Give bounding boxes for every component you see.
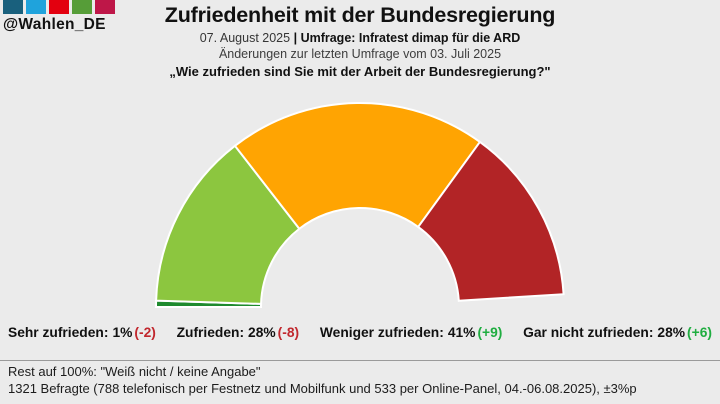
- brand-handle: @Wahlen_DE: [3, 16, 106, 33]
- gauge-segment-4: [416, 140, 565, 302]
- footer-rest-note: Rest auf 100%: "Weiß nicht / keine Angab…: [8, 364, 261, 379]
- divider-line: [0, 360, 720, 361]
- separator-pipe: |: [293, 30, 298, 45]
- page-title: Zufriedenheit mit der Bundesregierung: [164, 3, 556, 27]
- legend-change: (-2): [134, 325, 156, 340]
- brand-square-5: [95, 0, 115, 14]
- survey-date: 07. August 2025: [199, 30, 291, 45]
- footer-sample-note: 1321 Befragte (788 telefonisch per Festn…: [8, 380, 637, 396]
- legend-label: Gar nicht zufrieden:: [523, 325, 654, 340]
- footer: Rest auf 100%: "Weiß nicht / keine Angab…: [8, 364, 716, 397]
- legend-item-2: Zufrieden: 28% (-8): [177, 325, 300, 340]
- header: Zufriedenheit mit der Bundesregierung 07…: [0, 3, 720, 79]
- legend-label: Sehr zufrieden:: [8, 325, 109, 340]
- brand-color-squares: [3, 0, 115, 14]
- legend-label: Zufrieden:: [176, 325, 245, 340]
- legend-item-4: Gar nicht zufrieden: 28% (+6): [523, 325, 712, 340]
- legend-change: (+6): [687, 325, 712, 340]
- legend-value: 28%: [657, 325, 686, 340]
- date-source-line: 07. August 2025 | Umfrage: Infratest dim…: [0, 31, 720, 45]
- legend-change: (+9): [477, 325, 503, 340]
- gauge-segment-3: [233, 102, 482, 231]
- legend-value: 1%: [112, 325, 133, 340]
- change-note: Änderungen zur letzten Umfrage vom 03. J…: [218, 46, 502, 61]
- legend-value: 41%: [447, 325, 476, 340]
- gauge-segment-2: [155, 144, 301, 305]
- brand-logo: @Wahlen_DE: [3, 0, 115, 34]
- legend-value: 28%: [248, 325, 276, 340]
- brand-square-2: [26, 0, 46, 14]
- brand-square-3: [49, 0, 69, 14]
- legend-change: (-8): [277, 325, 300, 340]
- brand-square-4: [72, 0, 92, 14]
- survey-source: Umfrage: Infratest dimap für die ARD: [300, 30, 521, 45]
- legend-item-3: Weniger zufrieden: 41% (+9): [320, 325, 502, 340]
- legend-label: Weniger zufrieden:: [319, 325, 444, 340]
- brand-square-1: [3, 0, 23, 14]
- legend-row: Sehr zufrieden: 1% (-2) Zufrieden: 28% (-8) We…: [0, 325, 720, 340]
- legend-item-1: Sehr zufrieden: 1% (-2): [8, 325, 156, 340]
- survey-question: „Wie zufrieden sind Sie mit der Arbeit d…: [169, 63, 551, 79]
